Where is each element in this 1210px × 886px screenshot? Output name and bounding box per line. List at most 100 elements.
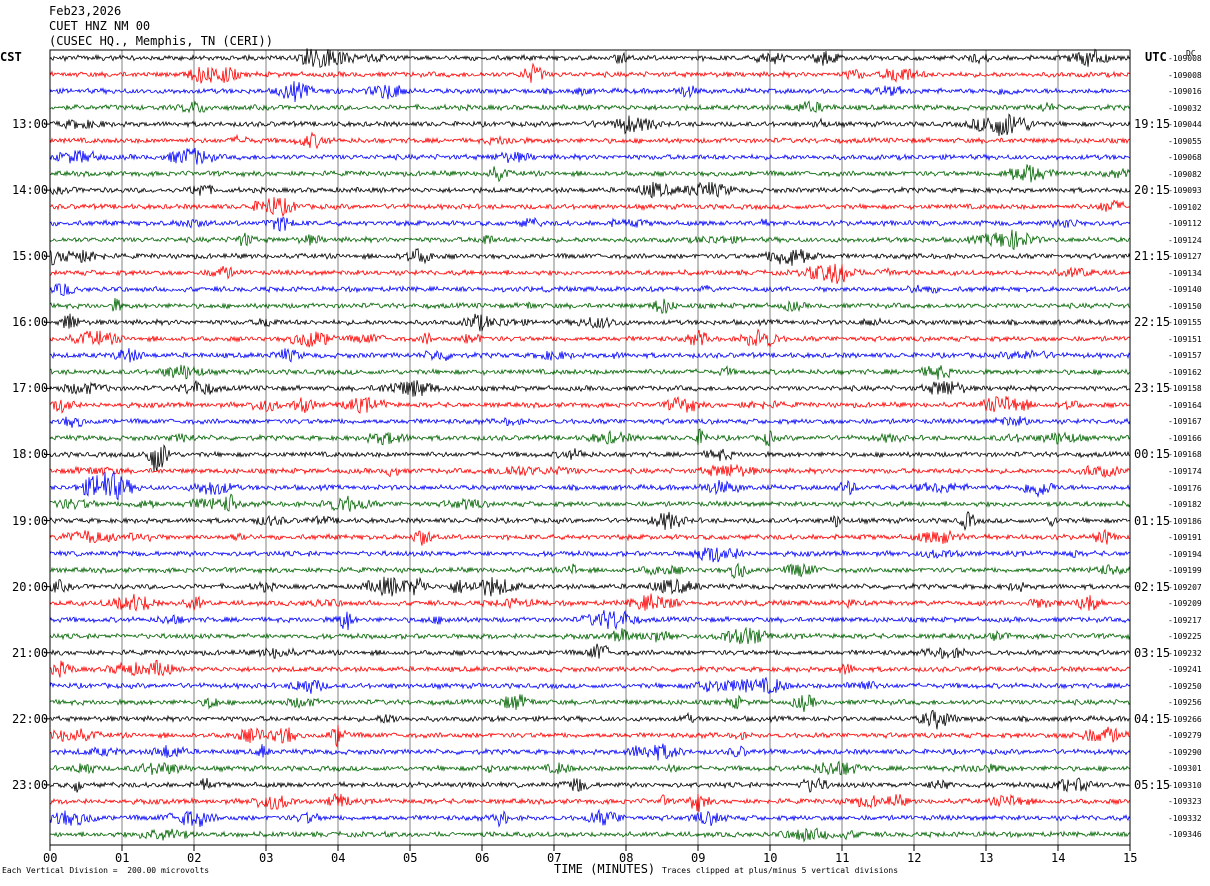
seismic-trace-33 <box>49 576 1131 597</box>
right-hour-label: 05:15 <box>1134 777 1171 792</box>
seismic-trace-25 <box>49 444 1131 473</box>
x-tick-label: 10 <box>763 851 778 865</box>
x-tick-label: 01 <box>115 851 130 865</box>
seismic-trace-24 <box>49 428 1131 447</box>
seismic-trace-27 <box>49 470 1131 501</box>
dc-offset-label: -109166 <box>1168 433 1202 443</box>
x-tick-label: 09 <box>691 851 706 865</box>
dc-offset-label: -109155 <box>1168 318 1202 328</box>
dc-offset-label: -109158 <box>1168 384 1202 394</box>
plot-date: Feb23,2026 <box>49 4 122 18</box>
seismic-trace-34 <box>49 593 1131 612</box>
x-tick-label: 02 <box>187 851 202 865</box>
x-tick-label: 04 <box>331 851 346 865</box>
dc-offset-label: -109032 <box>1168 103 1202 113</box>
seismic-trace-6 <box>49 131 1131 150</box>
right-hour-label: 20:15 <box>1134 183 1171 198</box>
right-hour-label: 22:15 <box>1134 315 1171 330</box>
seismic-trace-26 <box>49 463 1131 479</box>
dc-offset-label: -109279 <box>1168 731 1202 741</box>
dc-offset-label: -109140 <box>1168 285 1202 295</box>
dc-offset-label: -109191 <box>1168 533 1202 543</box>
dc-offset-label: -109266 <box>1168 714 1202 724</box>
x-tick-label: 06 <box>475 851 490 865</box>
x-tick-label: 13 <box>979 851 994 865</box>
x-tick-label: 14 <box>1051 851 1066 865</box>
seismic-trace-16 <box>49 297 1131 315</box>
dc-offset-label: -109182 <box>1168 500 1202 510</box>
seismic-trace-29 <box>49 511 1131 532</box>
dc-offset-label: -109082 <box>1168 169 1202 179</box>
x-tick-label: 12 <box>907 851 922 865</box>
seismic-trace-17 <box>49 313 1131 332</box>
dc-offset-label: -109250 <box>1168 681 1202 691</box>
left-hour-label: 13:00 <box>12 117 49 132</box>
left-hour-label: 18:00 <box>12 447 49 462</box>
seismic-trace-32 <box>49 562 1131 579</box>
seismic-trace-23 <box>49 415 1131 428</box>
x-tick-label: 11 <box>835 851 850 865</box>
dc-offset-label: -109168 <box>1168 450 1202 460</box>
right-hour-label: 19:15 <box>1134 117 1171 132</box>
dc-offset-label: -109256 <box>1168 698 1202 708</box>
left-hour-label: 15:00 <box>12 249 49 264</box>
right-hour-label: 23:15 <box>1134 381 1171 396</box>
seismic-trace-5 <box>49 113 1131 137</box>
dc-offset-label: -109151 <box>1168 334 1202 344</box>
seismic-trace-15 <box>49 283 1131 296</box>
dc-offset-label: -109209 <box>1168 599 1202 609</box>
seismic-trace-36 <box>49 626 1131 645</box>
left-hour-label: 19:00 <box>12 513 49 528</box>
seismic-trace-39 <box>49 676 1131 695</box>
left-hour-label: 14:00 <box>12 183 49 198</box>
left-timezone-label: CST <box>0 50 22 64</box>
seismic-trace-9 <box>49 181 1131 199</box>
seismic-trace-2 <box>49 62 1131 84</box>
seismic-trace-3 <box>49 81 1131 103</box>
dc-offset-label: -109008 <box>1168 70 1202 80</box>
seismic-trace-45 <box>49 777 1130 793</box>
right-hour-label: 01:15 <box>1134 513 1171 528</box>
dc-offset-label: -109102 <box>1168 202 1202 212</box>
dc-offset-label: -109232 <box>1168 648 1202 658</box>
seismic-trace-21 <box>49 380 1131 397</box>
right-hour-label: 00:15 <box>1134 447 1171 462</box>
dc-offset-label: -109068 <box>1168 153 1202 163</box>
left-hour-label: 22:00 <box>12 711 49 726</box>
seismic-trace-22 <box>49 395 1131 414</box>
seismic-trace-41 <box>49 709 1131 730</box>
seismic-trace-19 <box>49 347 1131 363</box>
dc-offset-label: -109241 <box>1168 665 1202 675</box>
seismic-trace-35 <box>49 609 1131 631</box>
clip-note: Traces clipped at plus/minus 5 vertical … <box>662 866 899 875</box>
seismic-trace-20 <box>49 364 1131 380</box>
right-hour-label: 03:15 <box>1134 645 1171 660</box>
dc-offset-label: -109044 <box>1168 120 1202 130</box>
dc-offset-label: -109217 <box>1168 615 1202 625</box>
x-tick-label: 03 <box>259 851 274 865</box>
dc-offset-label: -109207 <box>1168 582 1202 592</box>
dc-offset-label: -109194 <box>1168 549 1202 559</box>
x-axis-title: TIME (MINUTES) <box>554 862 656 876</box>
dc-offset-label: -109323 <box>1168 797 1202 807</box>
right-timezone-label: UTC <box>1145 50 1167 64</box>
seismic-trace-8 <box>49 164 1131 183</box>
seismic-trace-1 <box>49 48 1131 68</box>
dc-offset-label: -109127 <box>1168 252 1202 262</box>
seismic-trace-7 <box>49 147 1131 165</box>
dc-offset-label: -109176 <box>1168 483 1202 493</box>
seismic-trace-28 <box>49 493 1131 512</box>
dc-label: DC <box>1186 49 1196 58</box>
seismic-trace-10 <box>49 197 1131 218</box>
dc-offset-label: -109310 <box>1168 780 1202 790</box>
dc-offset-label: -109290 <box>1168 747 1202 757</box>
dc-offset-label: -109301 <box>1168 764 1202 774</box>
x-tick-label: 15 <box>1123 851 1138 865</box>
seismic-trace-46 <box>49 792 1131 812</box>
seismic-trace-44 <box>49 760 1131 776</box>
right-hour-label: 21:15 <box>1134 249 1171 264</box>
dc-offset-label: -109112 <box>1168 219 1202 229</box>
dc-offset-label: -109199 <box>1168 566 1202 576</box>
dc-offset-label: -109164 <box>1168 400 1202 410</box>
